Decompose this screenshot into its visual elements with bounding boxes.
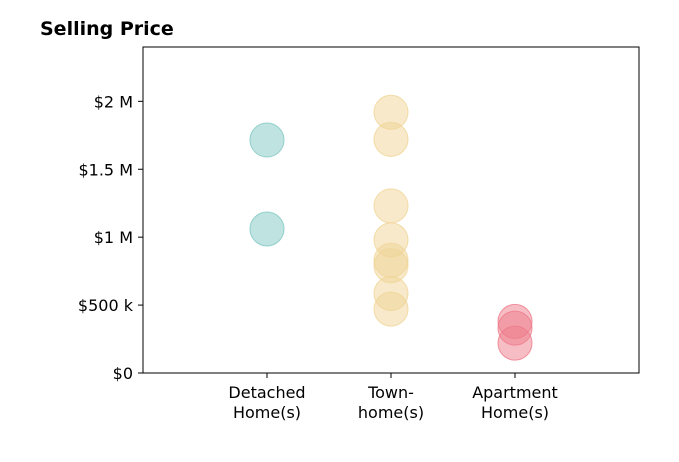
data-point bbox=[249, 211, 285, 247]
x-tick-label: Home(s) bbox=[233, 403, 301, 422]
data-point bbox=[373, 121, 409, 157]
y-tick-label: $1 M bbox=[94, 228, 133, 247]
data-point bbox=[373, 291, 409, 327]
y-axis: $0 $500 k $1 M $1.5 M $2 M bbox=[78, 92, 143, 383]
x-axis: DetachedHome(s)Town-home(s)ApartmentHome… bbox=[228, 373, 558, 422]
chart-title: Selling Price bbox=[40, 18, 174, 40]
x-tick-label: Home(s) bbox=[481, 403, 549, 422]
y-tick-label: $0 bbox=[113, 364, 133, 383]
scatter-points bbox=[249, 94, 533, 361]
y-tick-label: $1.5 M bbox=[78, 160, 133, 179]
y-tick-label: $500 k bbox=[78, 296, 134, 315]
plot-frame bbox=[142, 46, 640, 374]
y-tick-label: $2 M bbox=[94, 92, 133, 111]
x-tick-label: home(s) bbox=[358, 403, 424, 422]
data-point bbox=[373, 188, 409, 224]
x-tick-label: Town- bbox=[367, 383, 414, 402]
x-tick-label: Detached bbox=[228, 383, 305, 402]
x-tick-label: Apartment bbox=[472, 383, 558, 402]
data-point bbox=[497, 325, 533, 361]
data-point bbox=[249, 122, 285, 158]
